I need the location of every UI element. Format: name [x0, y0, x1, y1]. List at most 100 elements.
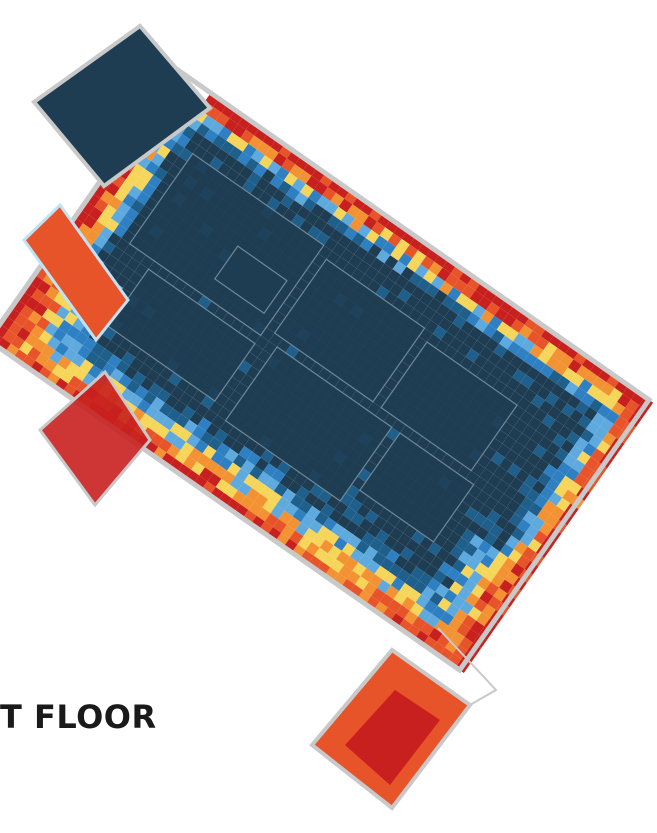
heat-cell — [514, 383, 529, 397]
heat-cell — [540, 486, 554, 501]
heat-cell — [510, 563, 525, 578]
heat-cell — [515, 346, 530, 361]
heat-cell — [454, 573, 469, 587]
heat-cell — [399, 546, 414, 561]
heat-cell — [507, 341, 522, 356]
heat-cell — [481, 518, 495, 533]
heat-cell — [207, 473, 222, 487]
heat-cell — [573, 473, 588, 487]
heat-cell — [489, 523, 504, 538]
heat-cell — [91, 342, 105, 357]
heat-cell — [389, 283, 404, 297]
heat-cell — [237, 482, 252, 496]
heat-cell — [102, 204, 117, 219]
heat-cell — [174, 450, 189, 465]
heat-cell — [14, 313, 28, 328]
heat-cell — [306, 505, 321, 520]
heat-cell — [235, 468, 250, 483]
heat-cell — [498, 371, 513, 386]
heat-cell — [549, 419, 564, 434]
heat-cell — [513, 333, 527, 347]
heat-cell — [112, 260, 127, 274]
heat-cell — [574, 437, 589, 451]
heat-cell — [380, 557, 395, 572]
heat-cell — [521, 338, 536, 353]
heat-cell — [105, 340, 119, 355]
heat-cell — [490, 573, 505, 588]
heat-cell — [603, 396, 618, 410]
heat-cell — [526, 366, 541, 381]
heat-cell — [251, 479, 266, 494]
heat-cell — [284, 502, 299, 517]
heat-cell — [39, 294, 54, 309]
heat-cell — [502, 557, 517, 572]
heat-cell — [492, 501, 507, 516]
heat-cell — [184, 139, 199, 154]
heat-cell — [558, 389, 573, 404]
heat-cell — [338, 198, 353, 213]
heat-cell — [372, 271, 387, 286]
heat-cell — [349, 218, 364, 233]
heat-cell — [422, 306, 436, 320]
heat-cell — [496, 443, 511, 458]
heat-cell — [550, 383, 565, 398]
heat-cell — [182, 125, 196, 140]
heat-cell — [499, 579, 513, 594]
heat-cell — [229, 476, 244, 491]
heat-cell — [232, 490, 246, 505]
heat-cell — [531, 516, 545, 531]
heat-cell — [534, 494, 549, 509]
heat-cell — [537, 350, 552, 365]
heat-cell — [463, 298, 478, 313]
heat-cell — [104, 254, 119, 269]
heat-cell — [330, 559, 345, 573]
heat-cell — [55, 305, 70, 320]
heat-cell — [430, 311, 445, 326]
heat-cell — [472, 548, 486, 563]
heat-cell — [403, 280, 418, 295]
heat-cell — [189, 411, 204, 426]
heat-cell — [474, 562, 489, 577]
heat-cell — [563, 453, 577, 468]
heat-cell — [170, 386, 185, 401]
heat-cell — [544, 428, 559, 442]
heat-cell — [479, 468, 494, 483]
heat-cell — [475, 526, 490, 541]
heat-cell — [508, 549, 522, 564]
heat-cell — [272, 188, 287, 203]
heat-cell — [322, 187, 337, 202]
heat-cell — [264, 147, 279, 161]
heat-cell — [277, 180, 292, 195]
heat-cell — [457, 587, 472, 601]
floor-label: T FLOOR — [0, 698, 157, 736]
heat-cell — [548, 369, 563, 384]
heat-cell — [408, 552, 423, 567]
heat-cell — [87, 364, 102, 379]
heat-cell — [498, 493, 513, 508]
heat-cell — [581, 392, 595, 407]
heat-cell — [428, 627, 443, 642]
heat-cell — [115, 360, 130, 374]
heat-cell — [125, 171, 140, 186]
heat-cell — [354, 246, 368, 261]
heat-cell — [240, 496, 255, 510]
heat-cell — [371, 221, 386, 236]
heat-cell — [493, 343, 508, 358]
heat-cell — [465, 348, 480, 363]
heat-cell — [355, 540, 370, 555]
heat-cell — [218, 456, 233, 471]
heat-cell — [477, 540, 492, 555]
heat-cell — [276, 496, 291, 511]
heat-cell — [110, 246, 124, 261]
heat-cell — [172, 436, 187, 451]
heat-cell — [554, 483, 568, 498]
heat-cell — [454, 328, 469, 343]
heat-cell — [448, 617, 463, 632]
heat-cell — [348, 498, 363, 513]
heat-cell — [486, 510, 501, 524]
heat-cell — [494, 551, 509, 566]
heat-cell — [221, 470, 236, 485]
heat-cell — [369, 537, 384, 552]
